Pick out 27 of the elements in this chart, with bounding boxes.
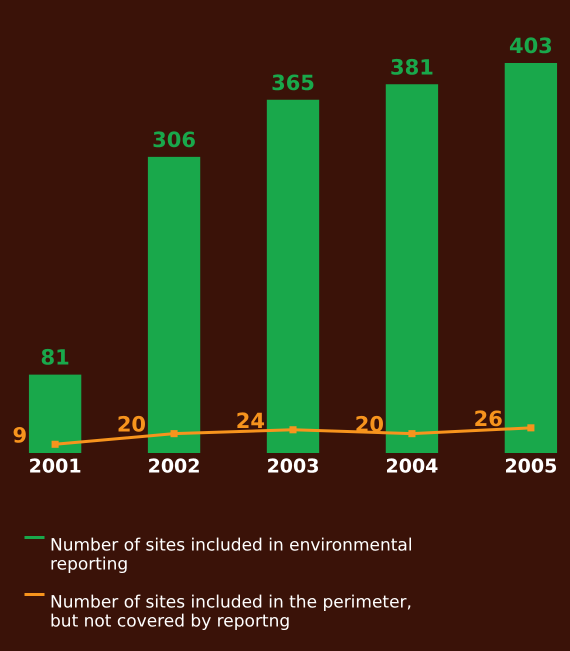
data-label: 365 [271, 70, 315, 95]
point [527, 424, 534, 432]
x-tick-label: 2004 [385, 456, 438, 478]
data-label: 20 [116, 412, 146, 437]
data-label: 24 [236, 408, 265, 433]
legend-label: Number of sites included in environmental reporting [50, 536, 413, 574]
x-tick-label: 2003 [266, 456, 320, 478]
data-label: 306 [152, 128, 196, 152]
point [52, 440, 59, 448]
data-label: 20 [354, 412, 384, 437]
data-label: 26 [474, 406, 503, 431]
bar [504, 63, 558, 453]
data-label: 81 [40, 346, 70, 370]
legend-label: Number of sites included in the perimeter, but not covered by reportng [50, 592, 412, 632]
point [408, 430, 416, 438]
data-label: 403 [508, 34, 553, 58]
x-tick-label: 2001 [28, 456, 82, 478]
point [170, 430, 178, 438]
x-tick-label: 2002 [148, 456, 201, 478]
bar [266, 100, 320, 453]
data-label: 9 [12, 423, 28, 448]
data-label: 381 [390, 55, 434, 80]
bar [28, 374, 82, 453]
bar [148, 156, 200, 453]
point [289, 426, 297, 434]
x-tick-label: 2005 [504, 456, 558, 478]
bar [386, 84, 438, 453]
